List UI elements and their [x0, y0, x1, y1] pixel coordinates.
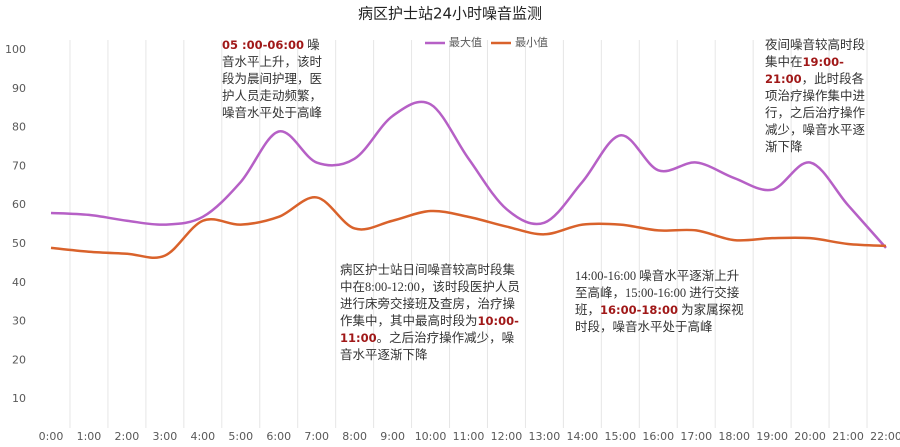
annotation: 夜间噪音较高时段集中在19:00-21:00，此时段各项治疗操作集中进行，之后治…: [765, 37, 873, 156]
annotation-text: 病区护士站日间噪音较高时段集中在8:00-12:00，该时段医护人员进行床旁交接…: [340, 263, 520, 328]
legend-label: 最大值: [449, 35, 482, 49]
x-tick-label: 1:00: [77, 430, 102, 443]
x-tick-label: 15:00: [604, 430, 636, 443]
annotation-text: 。之后治疗操作减少，噪音水平逐渐下降: [340, 331, 515, 362]
y-tick-label: 30: [12, 315, 26, 328]
annotation-text: 10:00-11:00: [340, 314, 519, 345]
x-tick-label: 14:00: [567, 430, 599, 443]
y-tick-label: 100: [5, 43, 26, 56]
x-tick-label: 9:00: [380, 430, 405, 443]
annotation-text: 16:00-18:00: [600, 303, 678, 317]
annotation: 05 :00-06:00 噪音水平上升，该时段为晨间护理，医护人员走动频繁，噪音…: [222, 37, 324, 122]
annotation-text: 05 :00-06:00: [222, 38, 304, 52]
x-tick-label: 20:00: [794, 430, 826, 443]
y-tick-label: 10: [12, 392, 26, 405]
x-tick-label: 4:00: [190, 430, 215, 443]
y-tick-label: 50: [12, 237, 26, 250]
x-tick-label: 22:00: [870, 430, 900, 443]
line-series: [50, 196, 887, 259]
x-tick-label: 17:00: [680, 430, 712, 443]
x-tick-label: 5:00: [228, 430, 253, 443]
x-tick-label: 11:00: [453, 430, 485, 443]
x-tick-label: 12:00: [491, 430, 523, 443]
annotation-text: 夜间噪音较高时段集中在: [765, 38, 866, 69]
y-tick-label: 20: [12, 353, 26, 366]
x-tick-label: 16:00: [642, 430, 674, 443]
y-tick-label: 60: [12, 198, 26, 211]
y-tick-label: 90: [12, 82, 26, 95]
x-tick-label: 7:00: [304, 430, 329, 443]
annotation: 病区护士站日间噪音较高时段集中在8:00-12:00，该时段医护人员进行床旁交接…: [340, 262, 525, 364]
legend-label: 最小值: [515, 36, 548, 49]
annotation-text: ，此时段各项治疗操作集中进行，之后治疗操作减少，噪音水平逐渐下降: [765, 72, 866, 154]
annotation-text: 噪音水平上升，该时段为晨间护理，医护人员走动频繁，噪音水平处于高峰: [222, 38, 323, 120]
annotation-text: 14:00-16:00 噪音水平逐渐上升至高峰，15:00-16:00 进行交接…: [575, 269, 740, 317]
x-tick-label: 18:00: [718, 430, 750, 443]
chart-title: 病区护士站24小时噪音监测: [358, 5, 542, 23]
x-tick-label: 21:00: [832, 430, 864, 443]
x-tick-label: 3:00: [153, 430, 178, 443]
x-tick-label: 13:00: [529, 430, 561, 443]
x-tick-label: 6:00: [266, 430, 291, 443]
x-tick-label: 10:00: [415, 430, 447, 443]
y-tick-label: 40: [12, 276, 26, 289]
y-tick-label: 80: [12, 121, 26, 134]
y-tick-label: 70: [12, 159, 26, 172]
annotation-text: 19:00-21:00: [765, 55, 844, 86]
x-tick-label: 19:00: [756, 430, 788, 443]
line-series: [50, 100, 887, 249]
x-tick-label: 2:00: [115, 430, 140, 443]
annotation: 14:00-16:00 噪音水平逐渐上升至高峰，15:00-16:00 进行交接…: [575, 268, 745, 336]
annotation-text: 为家属探视时段，噪音水平处于高峰: [575, 303, 744, 334]
x-tick-label: 0:00: [39, 430, 64, 443]
x-tick-label: 8:00: [342, 430, 367, 443]
